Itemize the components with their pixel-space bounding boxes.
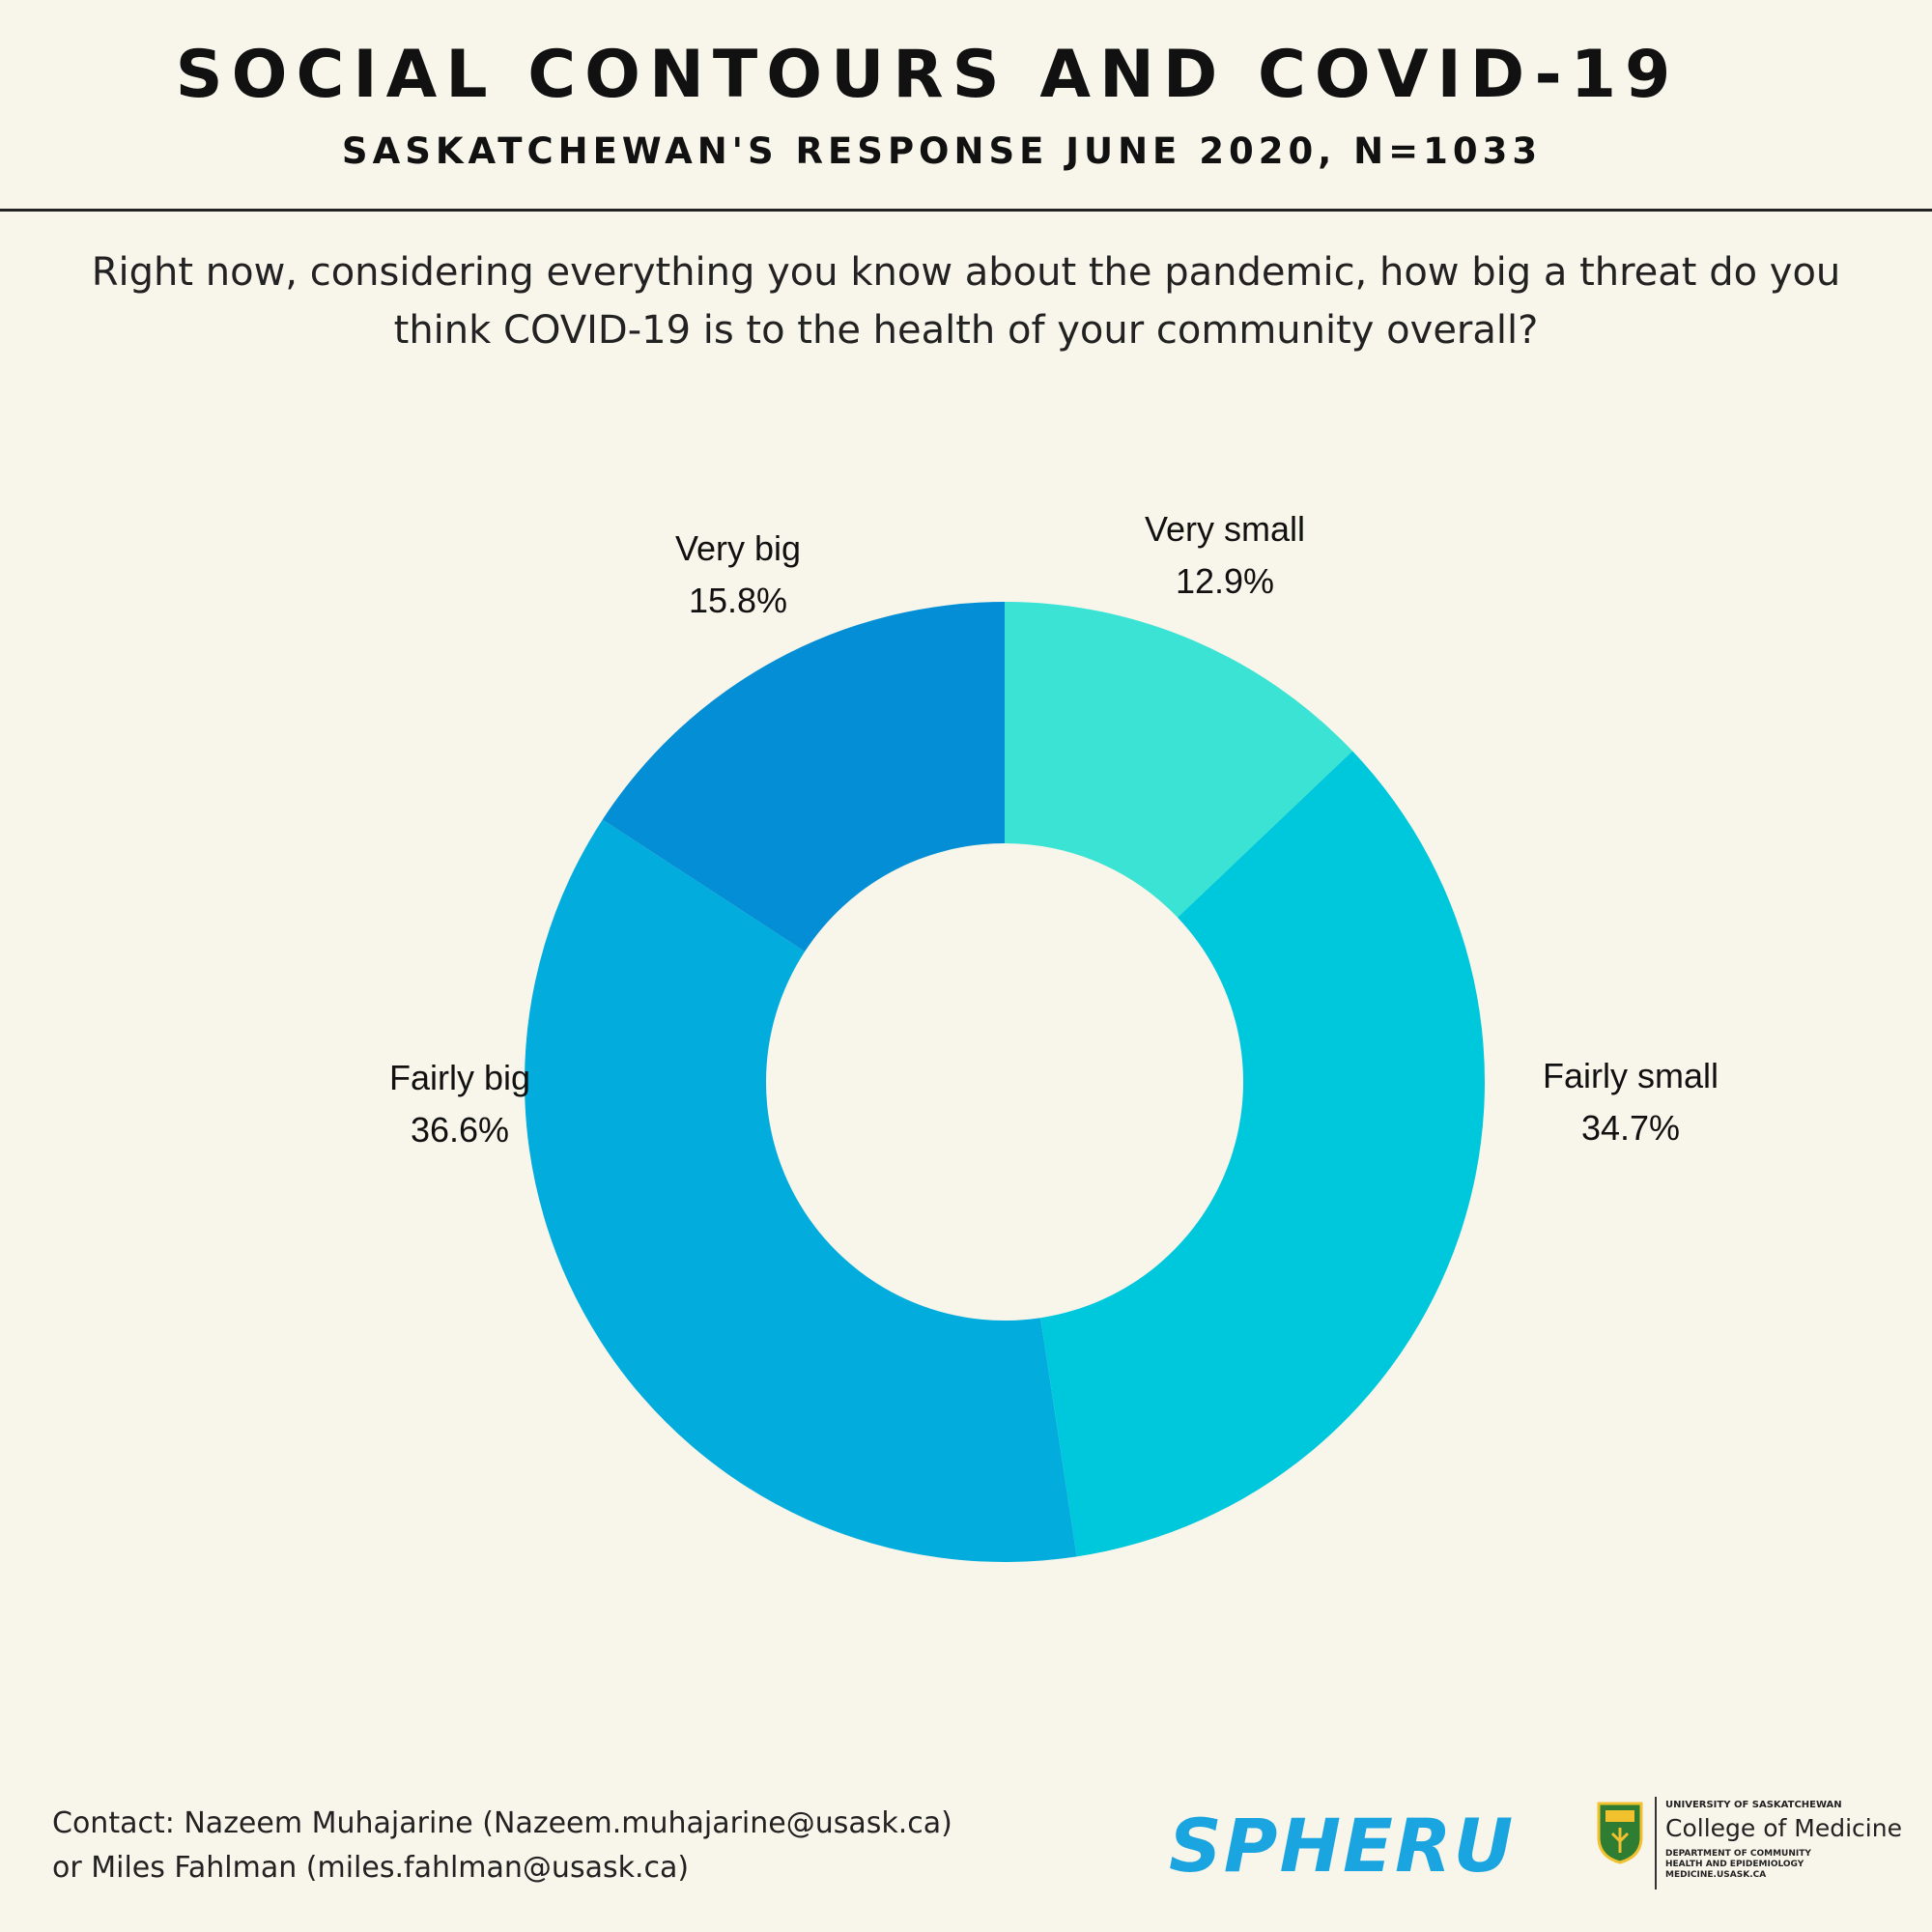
donut-slice-fairly-big <box>525 819 1077 1562</box>
logo-divider <box>1655 1797 1657 1889</box>
slice-label-value: 15.8% <box>689 581 787 620</box>
slice-label-category: Fairly big <box>389 1058 530 1097</box>
contact-line-1: Contact: Nazeem Muhajarine (Nazeem.muhaj… <box>52 1806 952 1840</box>
page-subtitle: SASKATCHEWAN'S RESPONSE JUNE 2020, N=103… <box>341 130 1543 172</box>
slice-label-category: Very small <box>1145 509 1305 549</box>
donut-slice-fairly-small <box>1040 751 1485 1557</box>
slice-label-category: Very big <box>675 528 801 568</box>
donut-slice-very-big <box>602 602 1005 952</box>
survey-question: Right now, considering everything you kn… <box>77 243 1855 359</box>
spheru-logo-text: SPHERU <box>1169 1803 1516 1889</box>
slice-label-value: 36.6% <box>411 1110 509 1150</box>
usask-dept-line-2: HEALTH AND EPIDEMIOLOGY <box>1665 1860 1804 1869</box>
question-line-2: think COVID-19 is to the health of your … <box>393 308 1539 353</box>
footer-logos: SPHERU UNIVERSITY OF SASKATCHEWAN Colleg… <box>1169 1787 1903 1893</box>
slice-label-value: 34.7% <box>1581 1108 1680 1148</box>
header-divider <box>0 209 1932 212</box>
usask-crest-icon <box>1597 1802 1643 1864</box>
contact-line-2: or Miles Fahlman (miles.fahlman@usask.ca… <box>52 1851 690 1885</box>
usask-university-name: UNIVERSITY OF SASKATCHEWAN <box>1665 1800 1842 1810</box>
question-line-1: Right now, considering everything you kn… <box>91 250 1841 295</box>
usask-college-name: College of Medicine <box>1665 1814 1902 1842</box>
donut-slice-very-small <box>1005 602 1353 918</box>
spheru-logo: SPHERU <box>1169 1806 1570 1884</box>
page-title: SOCIAL CONTOURS AND COVID-19 <box>175 37 1680 113</box>
contact-info: Contact: Nazeem Muhajarine (Nazeem.muhaj… <box>52 1802 952 1890</box>
usask-url: MEDICINE.USASK.CA <box>1665 1870 1767 1880</box>
slice-label-category: Fairly small <box>1543 1056 1719 1095</box>
slice-label-value: 12.9% <box>1176 561 1274 601</box>
usask-dept-line-1: DEPARTMENT OF COMMUNITY <box>1665 1849 1811 1859</box>
usask-department: DEPARTMENT OF COMMUNITY HEALTH AND EPIDE… <box>1665 1849 1897 1881</box>
